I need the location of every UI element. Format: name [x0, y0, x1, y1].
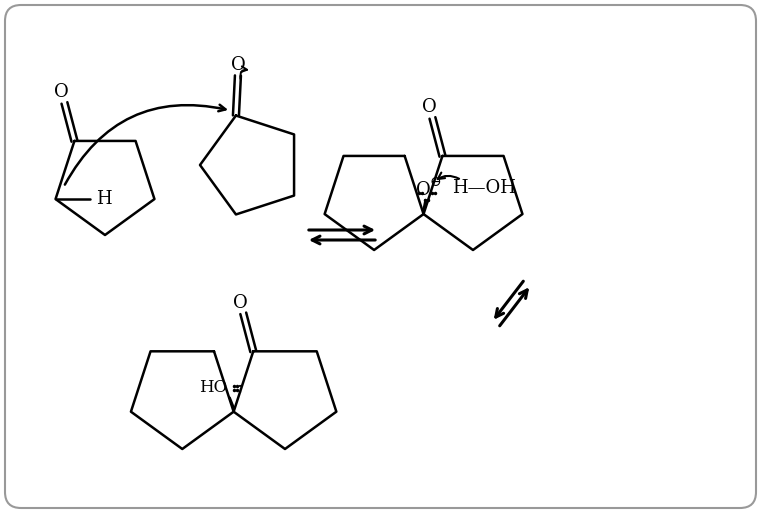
Text: H—OH: H—OH	[451, 179, 515, 197]
Text: HO: HO	[199, 379, 228, 396]
Text: ⊖: ⊖	[430, 175, 441, 189]
Text: O: O	[416, 181, 431, 199]
Text: O: O	[422, 98, 437, 116]
Text: O: O	[231, 55, 246, 73]
Text: O: O	[233, 293, 248, 312]
Text: :: :	[237, 379, 243, 397]
FancyBboxPatch shape	[5, 5, 756, 508]
Text: H: H	[96, 190, 111, 208]
Text: O: O	[54, 83, 69, 101]
